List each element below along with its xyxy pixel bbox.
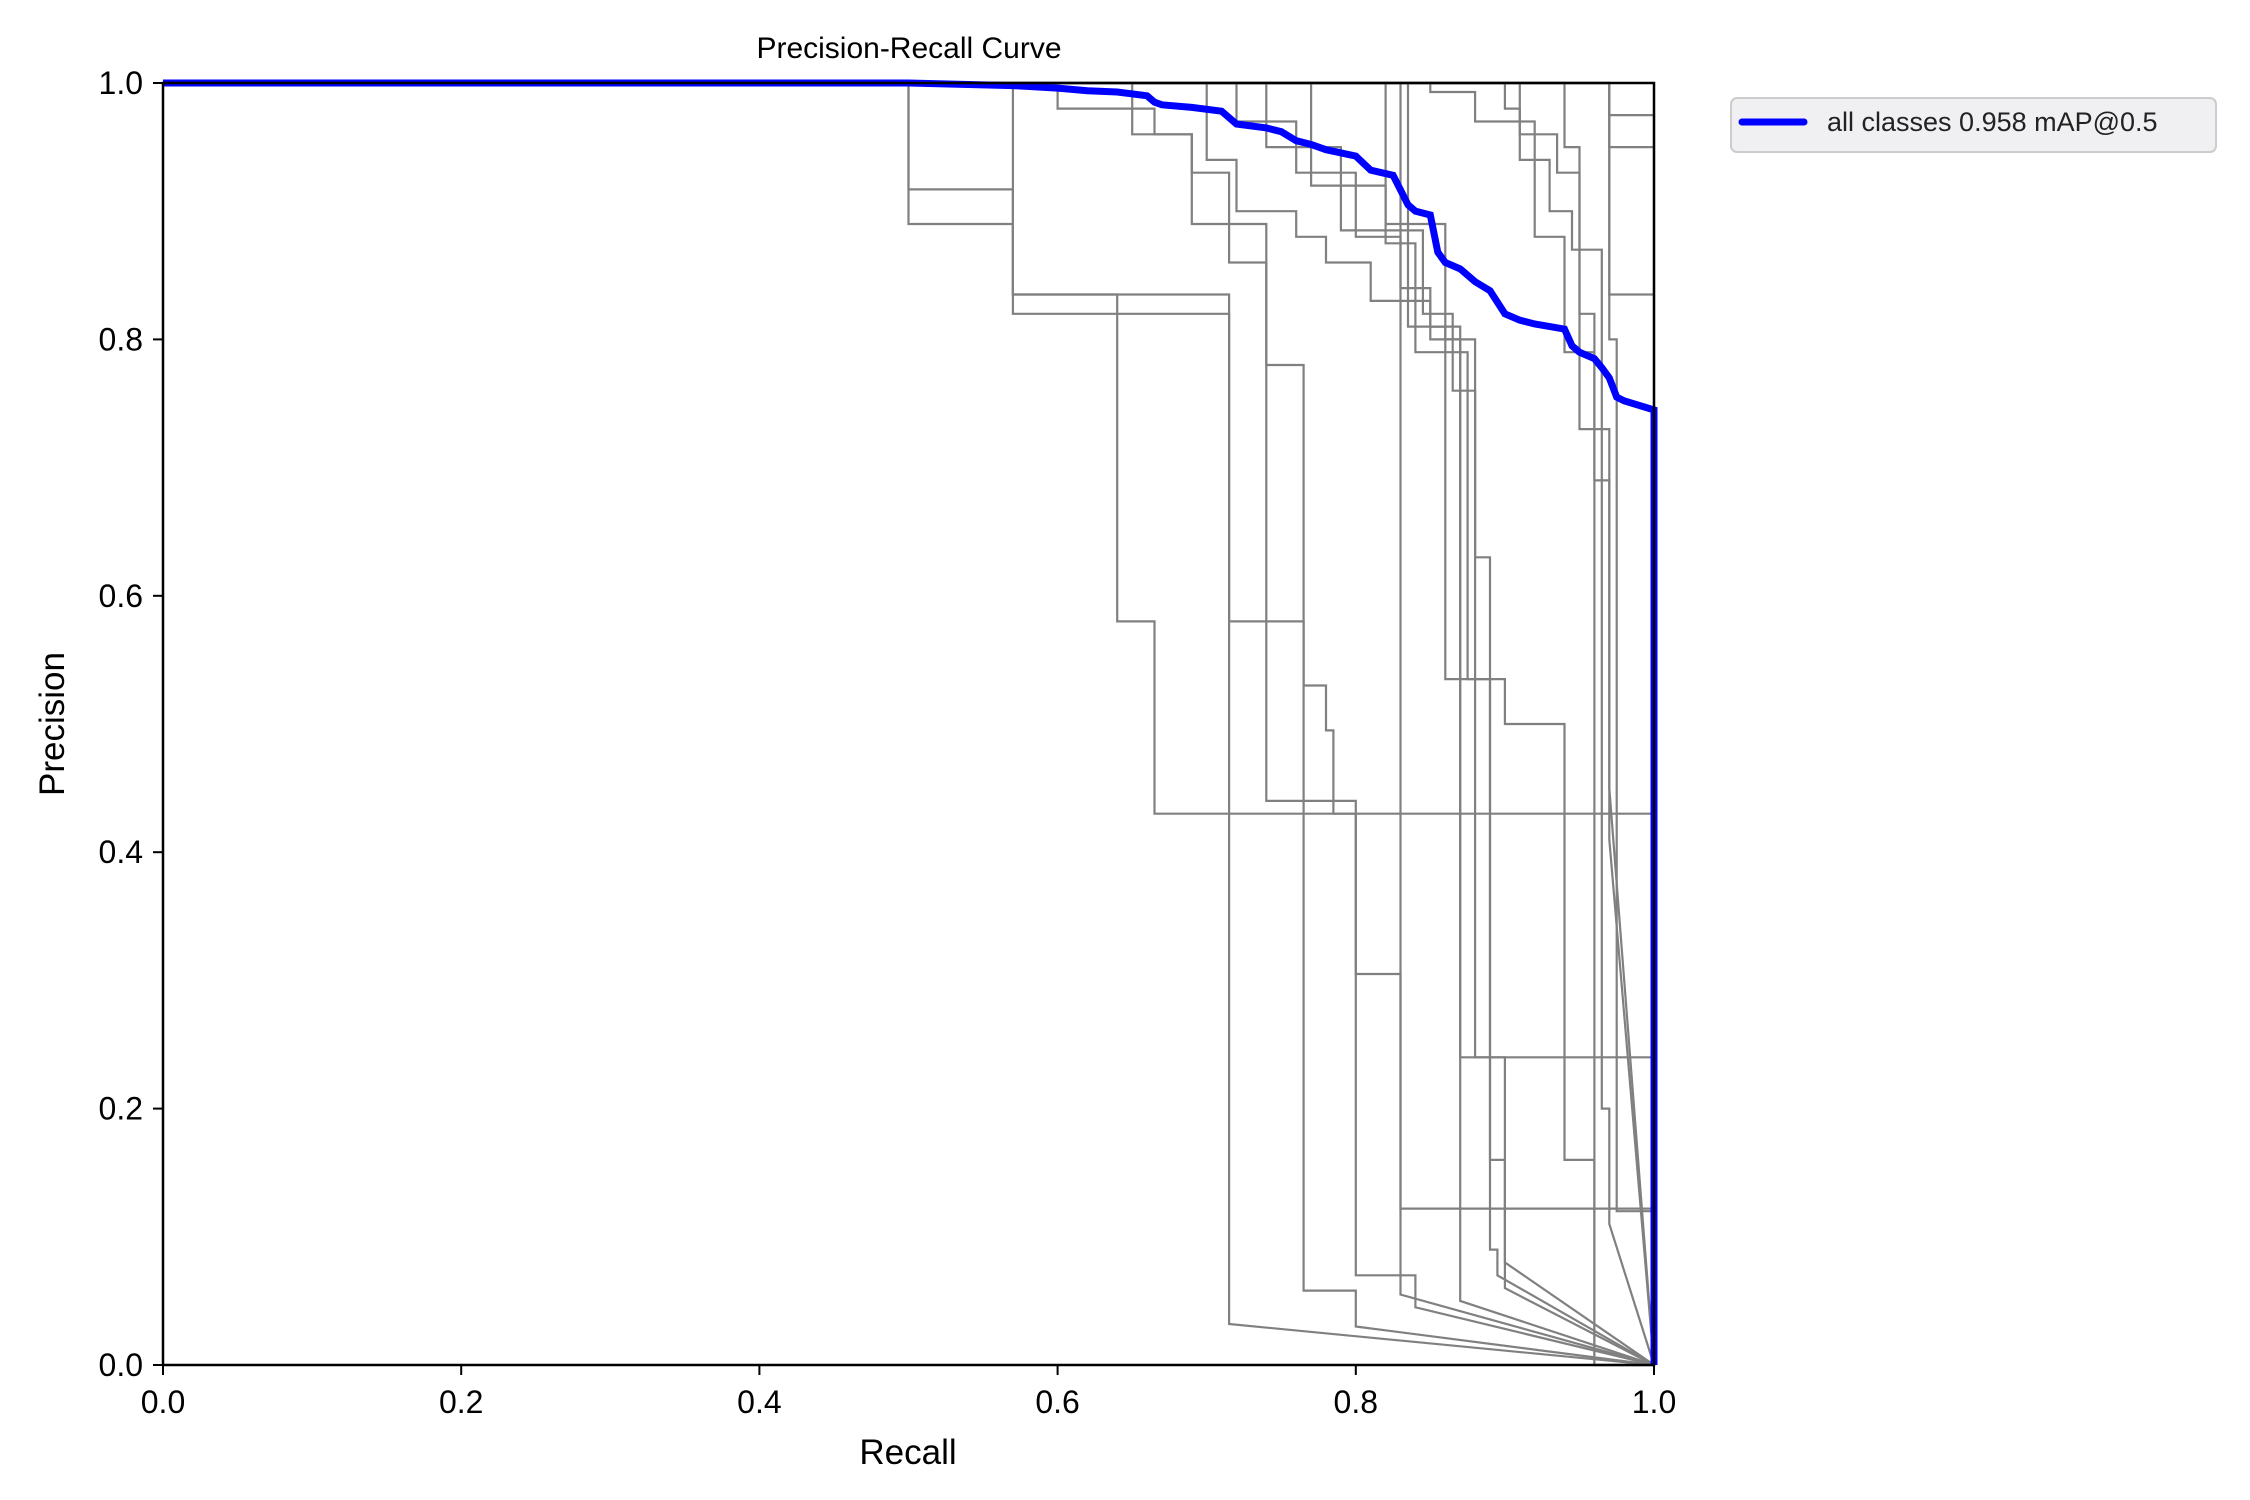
y-tick-label: 1.0 bbox=[99, 65, 143, 101]
legend-label-all-classes: all classes 0.958 mAP@0.5 bbox=[1827, 107, 2158, 137]
x-tick-label: 0.4 bbox=[737, 1384, 781, 1420]
x-tick-label: 0.2 bbox=[439, 1384, 483, 1420]
class-pr-curve-10 bbox=[163, 81, 1655, 1366]
x-axis-label: Recall bbox=[859, 1433, 956, 1472]
x-axis-ticks: 0.0 0.2 0.4 0.6 0.8 1.0 bbox=[141, 1365, 1676, 1420]
y-axis-ticks: 0.0 0.2 0.4 0.6 0.8 1.0 bbox=[99, 65, 163, 1383]
class-pr-curve-12 bbox=[163, 81, 1654, 1367]
y-tick-label: 0.6 bbox=[99, 578, 143, 614]
x-tick-label: 0.8 bbox=[1334, 1384, 1378, 1420]
legend-box bbox=[1730, 97, 2217, 153]
plot-frame bbox=[161, 81, 1656, 1367]
x-tick-label: 0.6 bbox=[1035, 1384, 1079, 1420]
class-pr-curve-5 bbox=[163, 81, 1655, 1367]
chart-title: Precision-Recall Curve bbox=[756, 32, 1061, 65]
x-tick-label: 1.0 bbox=[1632, 1384, 1676, 1420]
y-tick-label: 0.4 bbox=[99, 834, 143, 870]
y-tick-label: 0.8 bbox=[99, 321, 143, 357]
mean-pr-curve-all-classes bbox=[163, 79, 1658, 1365]
y-tick-label: 0.0 bbox=[99, 1347, 143, 1383]
legend: all classes 0.958 mAP@0.5 bbox=[1730, 97, 2217, 153]
class-pr-curve-13 bbox=[163, 81, 1656, 1366]
x-tick-label: 0.0 bbox=[141, 1384, 185, 1420]
class-pr-curve-15 bbox=[163, 81, 1656, 1366]
curves-group bbox=[163, 79, 1658, 1367]
y-tick-label: 0.2 bbox=[99, 1091, 143, 1127]
y-axis-label: Precision bbox=[33, 652, 72, 796]
class-pr-curve-9 bbox=[163, 81, 1655, 1366]
